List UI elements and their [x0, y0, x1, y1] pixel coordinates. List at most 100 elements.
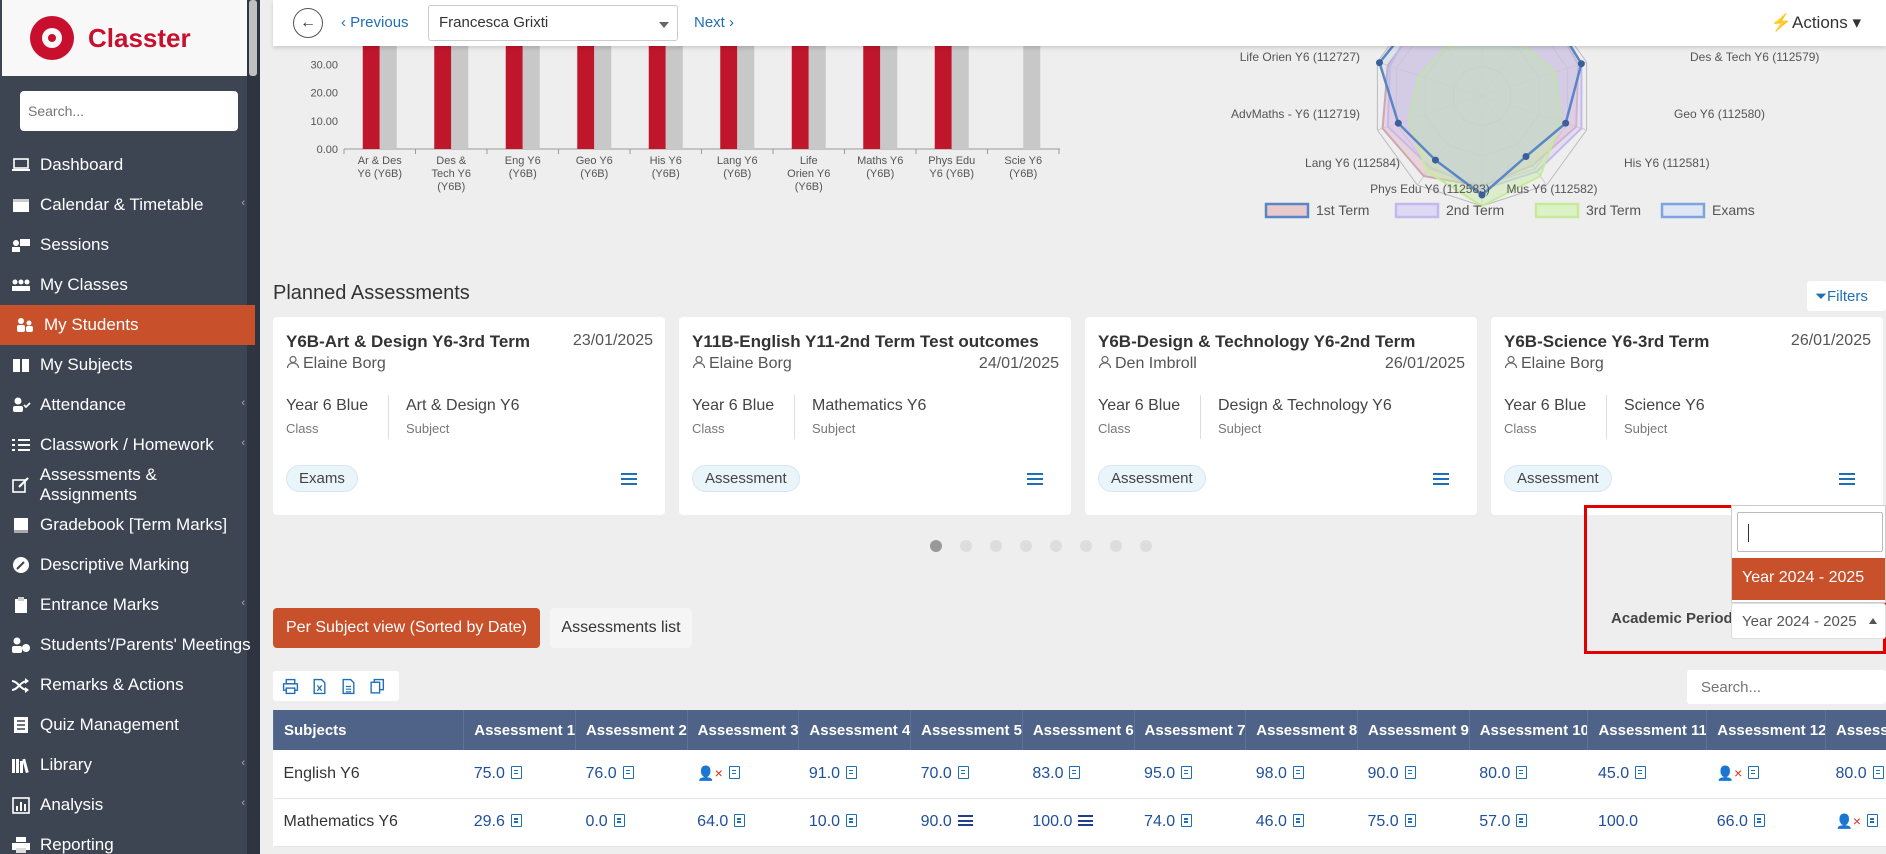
- clipboard-icon[interactable]: [1867, 814, 1879, 827]
- column-header-assessment[interactable]: Assessment 11: [1587, 710, 1707, 750]
- clipboard-icon[interactable]: [510, 814, 522, 827]
- card-menu-icon[interactable]: [621, 473, 637, 488]
- clipboard-icon[interactable]: [1292, 765, 1304, 779]
- carousel-dot[interactable]: [1110, 540, 1122, 552]
- column-header-assessment[interactable]: Assessment 8: [1245, 710, 1358, 750]
- details-lines-icon[interactable]: [957, 815, 973, 826]
- planned-assessment-card[interactable]: Y11B-English Y11-2nd Term Test outcomes 2…: [679, 317, 1071, 515]
- planned-assessment-card[interactable]: Y6B-Science Y6-3rd Term 26/01/2025 Elaine …: [1491, 317, 1883, 515]
- legend-label[interactable]: 1st Term: [1316, 202, 1369, 218]
- column-header-assessment[interactable]: Assessment 3: [686, 710, 799, 750]
- clipboard-icon[interactable]: [510, 765, 522, 779]
- column-header-assessment[interactable]: Assessment 7: [1133, 710, 1246, 750]
- clipboard-icon[interactable]: [1516, 814, 1528, 827]
- grade-cell[interactable]: 80.0: [1825, 750, 1886, 799]
- sidebar-item-my-students[interactable]: My Students: [0, 305, 255, 345]
- sidebar-item-reporting[interactable]: Reporting: [0, 825, 255, 854]
- planned-assessment-card[interactable]: Y6B-Art & Design Y6-3rd Term 23/01/2025 El…: [273, 317, 665, 515]
- grade-cell[interactable]: 10.0: [798, 798, 911, 847]
- back-button[interactable]: ←: [293, 8, 323, 38]
- column-header-assessment[interactable]: Assessment 10: [1468, 710, 1588, 750]
- student-select[interactable]: Francesca Grixti: [428, 5, 678, 41]
- grade-cell[interactable]: 👤×: [1706, 750, 1826, 799]
- sidebar-item-classwork-homework[interactable]: Classwork / Homework ‹: [0, 425, 255, 465]
- carousel-dot[interactable]: [990, 540, 1002, 552]
- assessments-list-tab[interactable]: Assessments list: [550, 608, 692, 648]
- grade-cell[interactable]: 90.0: [1357, 750, 1470, 799]
- planned-assessment-card[interactable]: Y6B-Design & Technology Y6-2nd Term 26/01…: [1085, 317, 1477, 515]
- clipboard-icon[interactable]: [846, 814, 858, 827]
- grade-cell[interactable]: 0.0: [575, 798, 688, 847]
- column-header-assessment[interactable]: Assessment 9: [1356, 710, 1470, 750]
- sidebar-item-entrance-marks[interactable]: Entrance Marks ‹: [0, 585, 255, 625]
- academic-period-option[interactable]: Year 2024 - 2025: [1732, 558, 1885, 600]
- clipboard-icon[interactable]: [728, 765, 740, 779]
- card-menu-icon[interactable]: [1433, 473, 1449, 488]
- grade-cell[interactable]: 76.0: [575, 750, 688, 799]
- clipboard-icon[interactable]: [1516, 765, 1528, 779]
- column-header-assessment[interactable]: Assessment 2: [574, 710, 688, 750]
- clipboard-icon[interactable]: [1404, 814, 1416, 827]
- column-header-subjects[interactable]: Subjects: [272, 710, 464, 750]
- app-logo[interactable]: Classter: [2, 0, 252, 76]
- grade-cell[interactable]: 70.0: [910, 750, 1023, 799]
- clipboard-icon[interactable]: [734, 814, 746, 827]
- grade-cell[interactable]: 👤×: [687, 750, 799, 799]
- grade-cell[interactable]: 75.0: [1357, 798, 1470, 847]
- grade-cell[interactable]: 66.0: [1706, 798, 1826, 847]
- grade-cell[interactable]: 29.6: [463, 798, 576, 847]
- grade-cell[interactable]: 64.0: [687, 798, 799, 847]
- grade-cell[interactable]: 100.0: [1587, 798, 1707, 847]
- academic-period-search-input[interactable]: [1737, 512, 1883, 552]
- clipboard-icon[interactable]: [1069, 765, 1081, 779]
- carousel-dot[interactable]: [930, 540, 942, 552]
- sidebar-item-my-subjects[interactable]: My Subjects: [0, 345, 255, 385]
- csv-icon[interactable]: [340, 678, 357, 695]
- clipboard-icon[interactable]: [1748, 765, 1760, 779]
- carousel-dot[interactable]: [1050, 540, 1062, 552]
- next-student-link[interactable]: Next ›: [694, 14, 734, 31]
- grade-cell[interactable]: 74.0: [1134, 798, 1246, 847]
- grade-cell[interactable]: 45.0: [1587, 750, 1707, 799]
- sidebar-item-descriptive-marking[interactable]: Descriptive Marking: [0, 545, 255, 585]
- carousel-dot[interactable]: [1020, 540, 1032, 552]
- card-menu-icon[interactable]: [1839, 473, 1855, 488]
- sidebar-item-dashboard[interactable]: Dashboard: [0, 145, 255, 185]
- sidebar-item-calendar-timetable[interactable]: Calendar & Timetable ‹: [0, 185, 255, 225]
- carousel-dot[interactable]: [960, 540, 972, 552]
- grade-cell[interactable]: 83.0: [1022, 750, 1135, 799]
- column-header-assessment[interactable]: Assessment 6: [1021, 710, 1135, 750]
- column-header-assessment[interactable]: Assessment 1: [463, 710, 576, 750]
- previous-student-link[interactable]: ‹ Previous: [341, 14, 409, 31]
- sidebar-item-students-parents-meetings[interactable]: Students'/Parents' Meetings: [0, 625, 255, 665]
- legend-label[interactable]: 2nd Term: [1446, 202, 1504, 218]
- clipboard-icon[interactable]: [622, 765, 634, 779]
- clipboard-icon[interactable]: [1292, 814, 1304, 827]
- copy-icon[interactable]: [369, 678, 386, 695]
- actions-menu-button[interactable]: ⚡Actions ▾: [1771, 13, 1861, 33]
- sidebar-item-gradebook-term-marks[interactable]: Gradebook [Term Marks]: [0, 505, 255, 545]
- filters-button[interactable]: ⏷ Filters: [1807, 281, 1886, 311]
- clipboard-icon[interactable]: [1872, 765, 1884, 779]
- sidebar-item-my-classes[interactable]: My Classes: [0, 265, 255, 305]
- sidebar-item-quiz-management[interactable]: Quiz Management: [0, 705, 255, 745]
- clipboard-icon[interactable]: [1181, 814, 1193, 827]
- carousel-dot[interactable]: [1140, 540, 1152, 552]
- grade-cell[interactable]: 95.0: [1134, 750, 1246, 799]
- clipboard-icon[interactable]: [846, 765, 858, 779]
- print-icon[interactable]: [282, 678, 299, 695]
- grade-cell[interactable]: 75.0: [463, 750, 576, 799]
- clipboard-icon[interactable]: [1753, 814, 1765, 827]
- grade-cell[interactable]: 👤×: [1825, 798, 1886, 847]
- sidebar-item-assessments-assignments[interactable]: Assessments & Assignments: [0, 465, 255, 505]
- grade-cell[interactable]: 80.0: [1469, 750, 1588, 799]
- column-header-assessment[interactable]: Assessment 12: [1706, 710, 1826, 750]
- grade-cell[interactable]: 91.0: [798, 750, 911, 799]
- column-header-assessment[interactable]: Assessment 5: [910, 710, 1023, 750]
- excel-icon[interactable]: [311, 678, 328, 695]
- clipboard-icon[interactable]: [957, 765, 969, 779]
- grade-cell[interactable]: 90.0: [910, 798, 1023, 847]
- sidebar-item-sessions[interactable]: Sessions: [0, 225, 255, 265]
- sidebar-item-library[interactable]: Library ‹: [0, 745, 255, 785]
- clipboard-icon[interactable]: [613, 814, 625, 827]
